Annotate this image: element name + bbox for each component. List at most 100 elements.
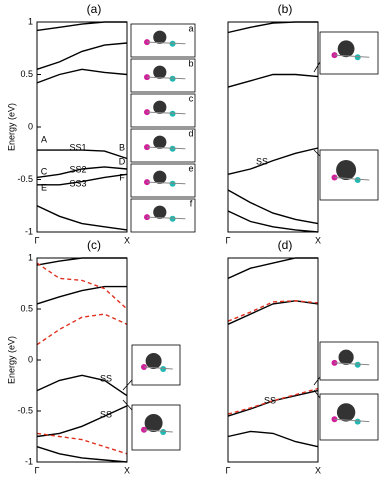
arrow [122,399,133,411]
atom [160,366,167,372]
bond [146,41,186,45]
band-line [227,189,319,225]
band-line [227,73,319,88]
band-line [37,149,128,160]
bond [146,216,186,220]
y-tick-label: 0.5 [20,69,33,79]
arrow [313,61,321,73]
annotation: E [41,182,47,192]
orbital [338,349,354,365]
annotation: SS3 [69,178,86,188]
atom [169,215,176,222]
panel-title: (b) [278,2,293,16]
bond [334,54,370,58]
orbital [153,100,167,114]
annotation: SS [100,409,112,419]
inset-label: b [188,58,193,68]
orbital [336,403,356,422]
plot-frame [36,257,128,463]
annotation: D [119,156,126,166]
annotation: SS1 [69,142,86,152]
y-axis-label: Energy (eV) [6,336,16,384]
band-line [36,166,128,179]
bond [334,177,370,181]
bond [334,362,370,366]
bond [143,366,173,370]
plot-frame [36,21,128,233]
orbital [153,170,167,184]
y-axis-label: Energy (eV) [6,103,16,151]
band-line [227,147,319,175]
x-tick-label: X [315,235,321,245]
band-line [36,374,128,397]
x-tick-label: Γ [226,465,231,475]
band-line [36,446,128,463]
band-line [227,389,319,417]
y-tick-label: -1 [25,456,33,466]
plot-frame [227,21,319,233]
bond [146,146,186,150]
band-line [36,205,128,231]
y-tick-label: 0.5 [20,303,33,313]
bond [146,111,186,115]
panel-title: (d) [278,238,293,252]
band-line [227,210,319,233]
arrow [313,376,321,386]
annotation: SS [256,156,268,166]
band-line [227,21,318,34]
annotation: B [119,142,125,152]
y-tick-label: 1 [28,16,33,26]
band-line [36,21,127,32]
band-line [36,262,128,310]
band-line [227,300,319,325]
y-tick-label: 0 [28,354,33,364]
arrow [313,389,321,399]
band-line [227,257,318,280]
annotation: SS [100,373,112,383]
bond [143,429,173,433]
band-line [36,42,128,70]
atom [169,180,176,187]
x-tick-label: X [315,465,321,475]
band-line [227,430,319,448]
y-tick-label: -0.5 [17,405,33,415]
inset-label: f [190,198,193,208]
panel-title: (c) [87,238,101,252]
band-line [37,173,128,186]
atom [169,40,176,47]
arrow [122,379,133,391]
band-line [36,257,127,266]
atom [169,75,176,82]
x-tick-label: Γ [35,235,40,245]
bond [146,181,186,185]
inset-label: a [188,23,193,33]
band-line [227,300,319,322]
orbital [336,160,357,180]
inset-label: e [188,163,193,173]
x-tick-label: Γ [35,465,40,475]
band-line [36,405,128,438]
orbital [153,205,167,219]
x-tick-label: X [124,235,130,245]
band-line [36,313,128,346]
orbital [153,135,167,149]
atom [169,110,176,117]
atom [354,361,361,368]
x-tick-label: X [124,465,130,475]
atom [160,429,167,435]
band-line [36,432,128,455]
atom [169,145,176,152]
bond [146,76,186,80]
orbital [337,40,355,58]
annotation: F [119,172,125,182]
band-line [227,387,319,415]
atom [354,418,361,425]
panel-title: (a) [87,2,102,16]
band-line [36,285,127,305]
x-tick-label: Γ [226,235,231,245]
annotation: SS [264,395,276,405]
atom [354,54,361,61]
orbital [145,353,162,369]
plot-frame [227,257,319,463]
